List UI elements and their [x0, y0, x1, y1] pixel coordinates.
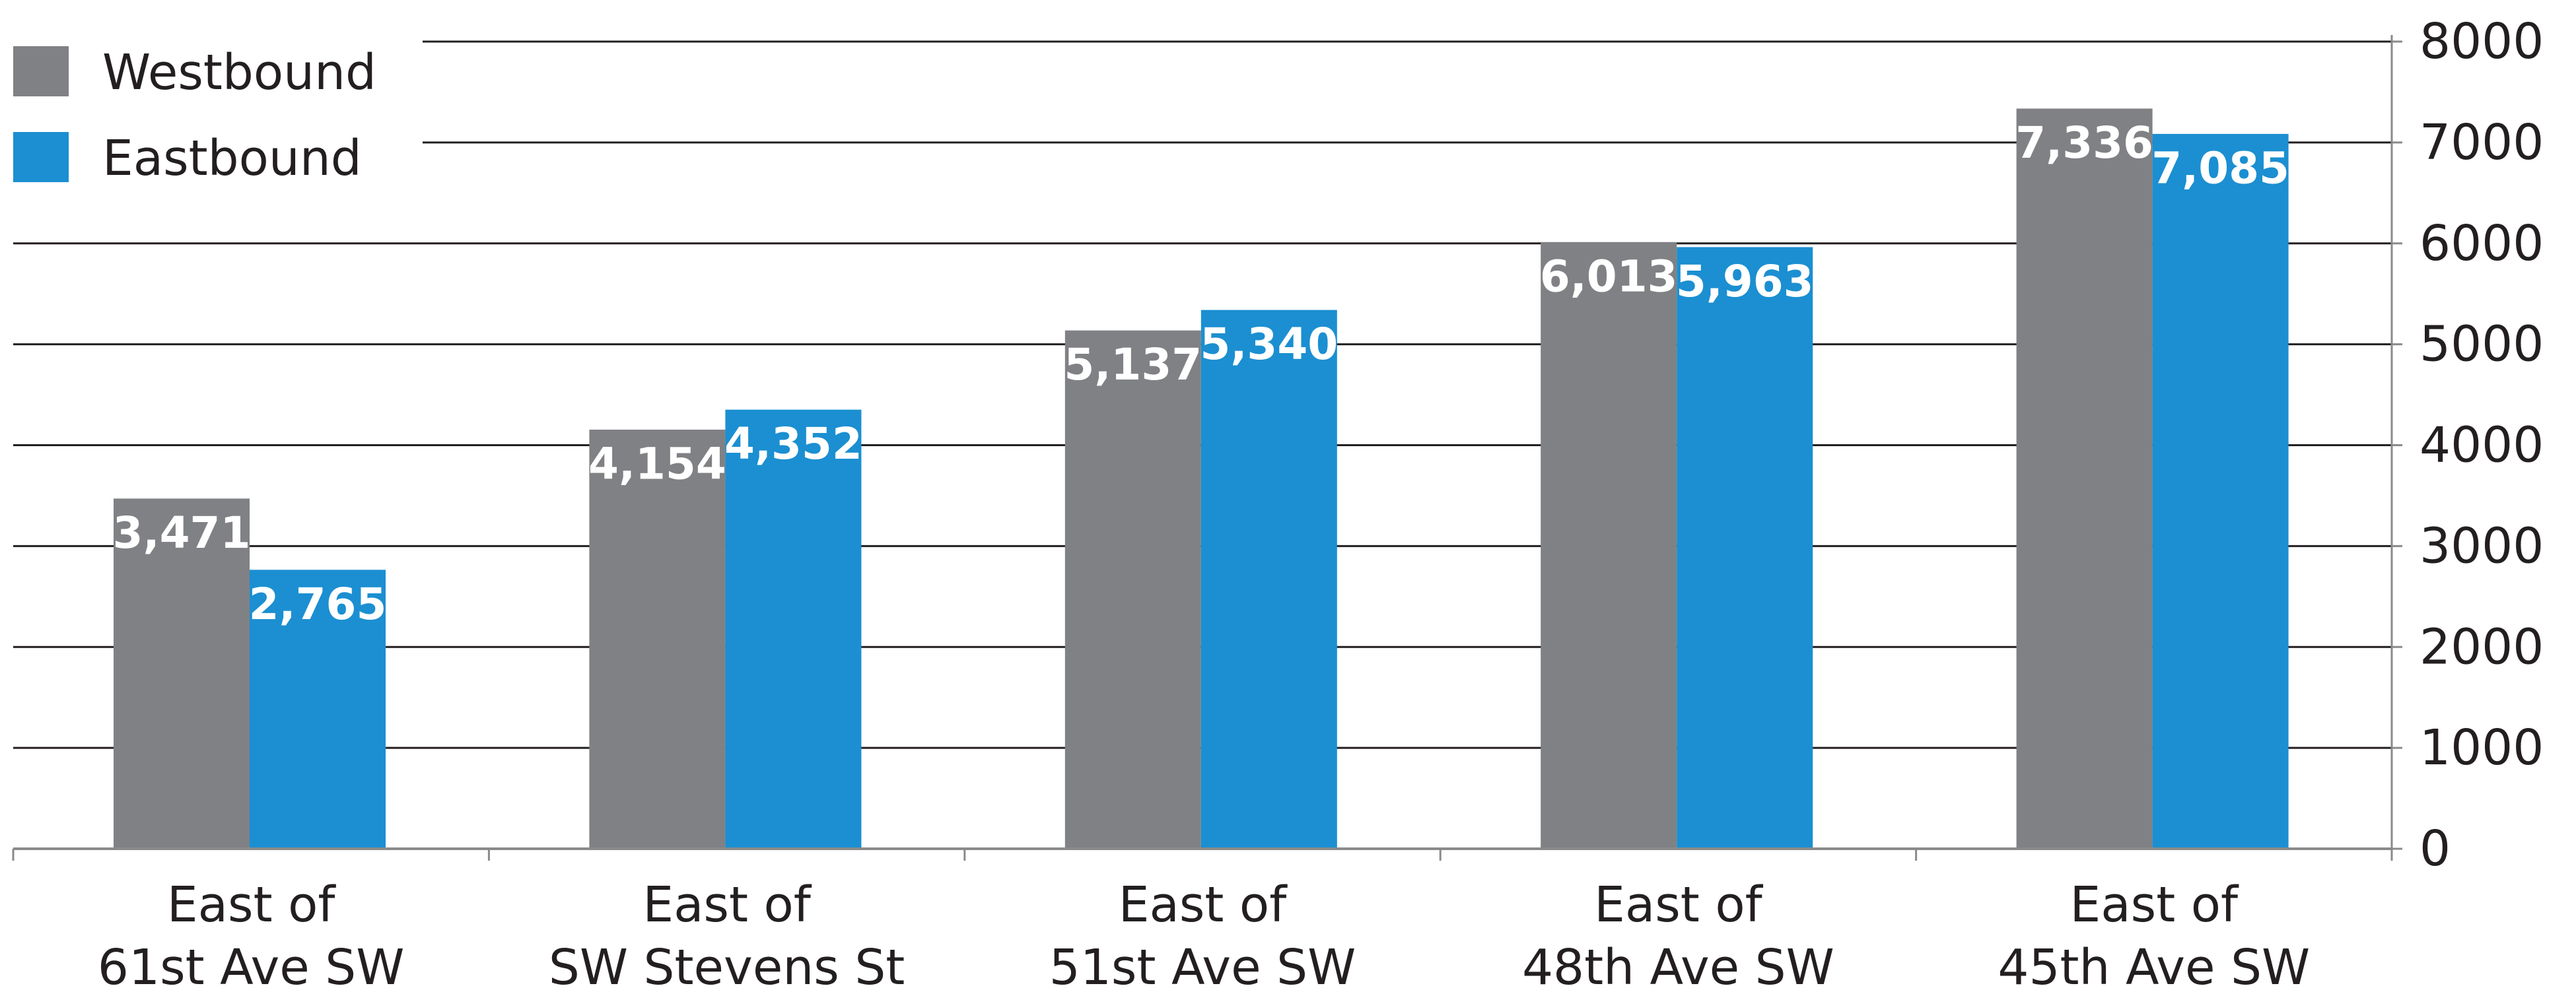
y-tick-label: 8000: [2419, 13, 2544, 70]
legend-swatch-eastbound: [13, 132, 69, 182]
bar-eastbound-2: [1201, 310, 1337, 849]
y-tick-label: 1000: [2419, 719, 2544, 776]
x-tick-label: SW Stevens St: [549, 939, 905, 992]
x-tick-label: East of: [643, 876, 812, 933]
legend: Westbound Eastbound: [13, 44, 376, 187]
bar-eastbound-1: [725, 409, 862, 849]
x-tick-label: East of: [167, 876, 336, 933]
bar-westbound-4: [2016, 108, 2153, 849]
bar-westbound-1: [589, 429, 726, 849]
data-label: 7,085: [2151, 143, 2289, 193]
x-tick-label: 45th Ave SW: [1998, 939, 2310, 992]
legend-swatch-westbound: [13, 46, 69, 96]
legend-label-westbound: Westbound: [102, 44, 376, 101]
y-tick-label: 4000: [2419, 417, 2544, 474]
data-label: 2,765: [249, 579, 387, 630]
data-label: 4,352: [724, 418, 862, 469]
y-tick-label: 3000: [2419, 517, 2544, 574]
x-tick-label: 51st Ave SW: [1049, 939, 1356, 992]
data-label: 7,336: [2015, 117, 2153, 168]
bar-westbound-2: [1064, 330, 1201, 849]
x-tick-label: East of: [1119, 876, 1288, 933]
y-tick-label: 2000: [2419, 618, 2544, 675]
data-label: 5,340: [1200, 319, 1338, 370]
bar-eastbound-4: [2152, 133, 2289, 849]
bar-westbound-3: [1541, 242, 1677, 849]
x-tick-label: 61st Ave SW: [98, 939, 405, 992]
y-tick-label: 0: [2419, 820, 2451, 877]
bar-eastbound-3: [1677, 247, 1813, 849]
x-tick-label: East of: [2070, 876, 2239, 933]
bar-westbound-0: [114, 498, 250, 849]
y-tick-label: 7000: [2419, 114, 2544, 171]
x-tick-label: East of: [1594, 876, 1763, 933]
y-tick-label: 6000: [2419, 215, 2544, 272]
axes: 0 1000 2000 3000 4000 5000 6000 7000 8000 East of…: [12, 13, 2544, 992]
data-label: 6,013: [1540, 251, 1678, 302]
data-label: 4,154: [588, 438, 726, 489]
data-label: 5,137: [1064, 339, 1202, 390]
data-label: 3,471: [113, 508, 251, 558]
bar-eastbound-0: [250, 570, 386, 849]
y-tick-label: 5000: [2419, 316, 2544, 373]
x-tick-label: 48th Ave SW: [1522, 939, 1834, 992]
data-label: 5,963: [1676, 256, 1814, 307]
legend-label-eastbound: Eastbound: [102, 130, 362, 187]
